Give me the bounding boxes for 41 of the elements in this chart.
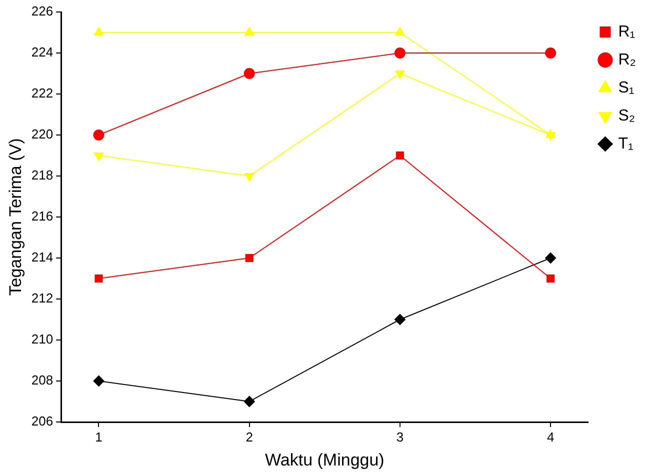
point <box>94 27 104 36</box>
y-tick-label: 218 <box>31 168 54 183</box>
y-tick-label: 206 <box>31 414 54 429</box>
x-tick-label: 4 <box>546 429 554 444</box>
point <box>93 130 104 140</box>
point <box>244 27 254 36</box>
point <box>245 254 254 262</box>
point <box>244 396 255 407</box>
y-tick-label: 226 <box>31 4 54 19</box>
y-tick-label: 216 <box>31 208 54 224</box>
point <box>546 274 555 283</box>
x-axis-title: Waktu (Minggu) <box>264 450 384 470</box>
y-axis-title: Tegangan Terima (V) <box>6 138 25 296</box>
legend-label: S₁ <box>618 79 634 96</box>
legend-label: R₂ <box>618 51 636 68</box>
point <box>395 27 405 36</box>
y-tick-label: 220 <box>31 126 54 142</box>
point <box>94 152 104 161</box>
legend-label: R₁ <box>618 23 636 40</box>
x-tick-label: 2 <box>246 429 253 444</box>
point <box>545 252 556 264</box>
point <box>394 48 406 58</box>
y-tick-label: 212 <box>31 290 54 306</box>
point <box>244 173 254 182</box>
legend-label: S₂ <box>618 107 636 124</box>
y-tick-label: 208 <box>31 372 54 388</box>
point <box>545 48 556 58</box>
legend-label: T₁ <box>618 135 634 152</box>
point <box>546 130 556 138</box>
point <box>94 274 103 283</box>
point <box>394 314 406 325</box>
y-tick-label: 214 <box>31 250 54 265</box>
point <box>395 70 405 79</box>
point <box>244 68 255 79</box>
point <box>93 376 104 386</box>
y-tick-label: 210 <box>31 332 54 347</box>
x-tick-label: 3 <box>396 429 404 444</box>
x-tick-label: 1 <box>95 429 102 444</box>
point <box>396 151 404 160</box>
y-tick-label: 224 <box>31 44 54 60</box>
y-tick-label: 222 <box>31 86 54 101</box>
